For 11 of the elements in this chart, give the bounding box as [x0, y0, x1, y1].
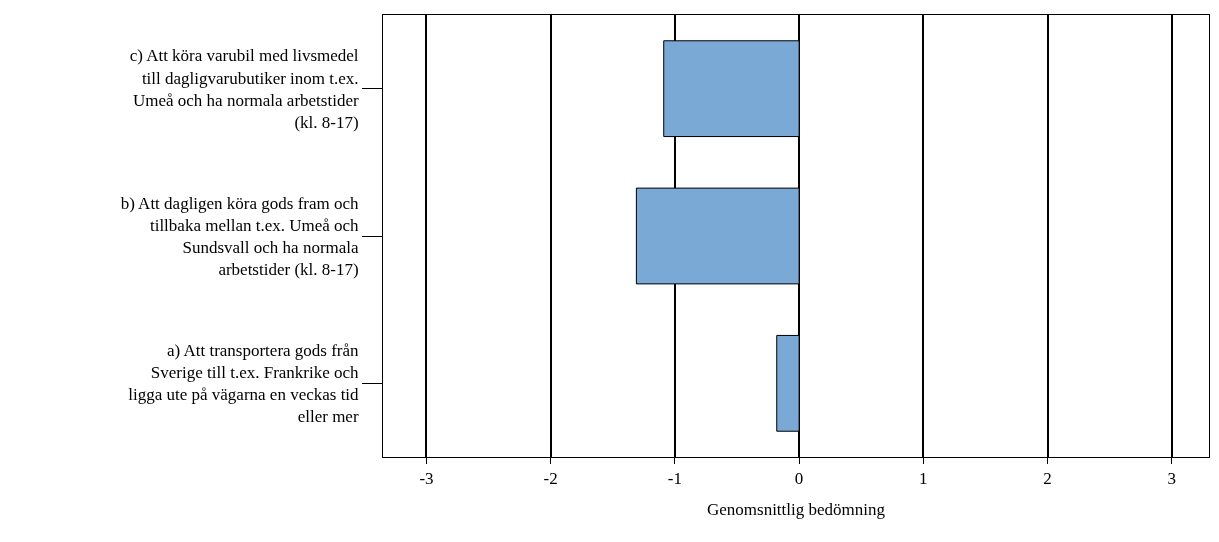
x-tick-label: -3 — [419, 469, 434, 489]
x-axis-title: Genomsnittlig bedömning — [706, 499, 886, 519]
y-tick-label: c) Att köra varubil med livsmedel till dagligvarubutiker inom t.ex. Umeå och ha normala arbetstider (kl. 8-17) — [129, 46, 359, 132]
y-tick-label: b) Att dagligen köra gods fram och tillbaka mellan t.ex. Umeå och Sundsvall och ha normala arbetstider (kl. 8-17) — [120, 193, 360, 280]
y-tick-label: a) Att transportera gods från Sverige till t.ex. Frankrike och ligga ute på vägarna en veckas tid eller mer — [128, 341, 360, 427]
x-tick-label: -2 — [543, 469, 558, 489]
x-tick-label: 1 — [919, 469, 928, 489]
x-tick-label: 0 — [794, 469, 804, 489]
x-tick-label: 2 — [1043, 469, 1052, 489]
x-tick-label: -1 — [667, 469, 682, 489]
x-tick-label: 3 — [1167, 469, 1176, 489]
